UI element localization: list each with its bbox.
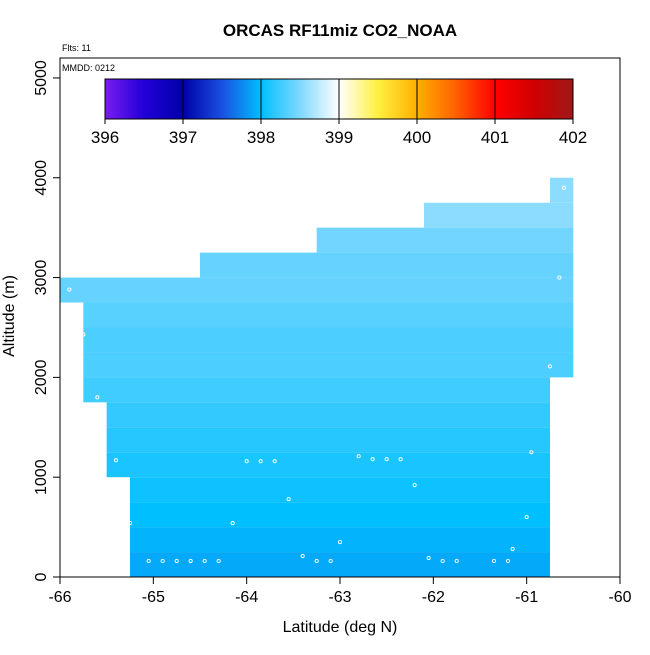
sample-point	[426, 555, 431, 561]
sample-point	[412, 483, 417, 488]
colorbar-tick-label: 402	[559, 128, 587, 147]
colorbar-ticks: 396 397 398 399 400 401 402	[91, 79, 587, 147]
sample-point	[356, 454, 361, 459]
sample-point	[300, 553, 305, 559]
sample-point	[510, 547, 515, 552]
heatmap-cell	[200, 252, 574, 278]
date-annotation: MMDD: 0212	[62, 63, 115, 73]
heatmap-cell	[130, 527, 550, 553]
heatmap-cell	[130, 552, 550, 577]
heatmap-cells	[60, 177, 574, 577]
sample-point	[454, 558, 459, 564]
sample-point	[384, 457, 389, 462]
y-tick-label: 2000	[33, 359, 50, 395]
sample-points	[67, 185, 567, 564]
sample-point	[146, 558, 151, 564]
x-tick-label: -64	[235, 589, 258, 606]
colorbar-tick-label: 398	[247, 128, 275, 147]
colorbar: 396 397 398 399 400 401 402	[91, 78, 587, 147]
heatmap-cell	[106, 427, 551, 453]
sample-point	[561, 185, 567, 190]
sample-point	[491, 558, 497, 564]
x-tick-label: -61	[515, 589, 538, 606]
sample-point	[286, 497, 291, 502]
flights-annotation: Flts: 11	[62, 43, 91, 53]
sample-point	[557, 275, 562, 280]
sample-point	[113, 458, 119, 463]
y-tick-label: 4000	[33, 160, 50, 196]
x-tick-label: -66	[48, 589, 71, 606]
heatmap-cell	[130, 477, 550, 503]
sample-point	[160, 558, 165, 564]
sample-point	[174, 558, 179, 564]
y-tick-label: 3000	[33, 260, 50, 296]
sample-point	[547, 364, 553, 369]
sample-point	[370, 457, 375, 462]
y-axis: 0 1000 2000 3000 4000 5000	[33, 60, 60, 581]
heatmap-cell	[83, 352, 574, 378]
chart-title: ORCAS RF11miz CO2_NOAA	[223, 21, 457, 40]
sample-point	[216, 558, 221, 564]
sample-point	[258, 459, 263, 464]
sample-point	[67, 287, 72, 292]
sample-point	[127, 521, 133, 526]
colorbar-tick-label: 401	[481, 128, 509, 147]
sample-point	[524, 515, 529, 520]
heatmap-cell	[106, 402, 551, 428]
sample-point	[314, 558, 319, 564]
heatmap-cell	[550, 177, 574, 203]
sample-point	[337, 540, 343, 545]
sample-point	[505, 558, 511, 564]
sample-point	[230, 521, 235, 526]
sample-point	[272, 459, 277, 464]
heatmap-cell	[83, 377, 550, 403]
heatmap-cell	[60, 277, 574, 303]
sample-point	[81, 332, 86, 337]
y-axis-label: Altitude (m)	[1, 275, 18, 357]
sample-point	[244, 459, 249, 464]
heatmap-cell	[424, 202, 574, 228]
heatmap-cell	[130, 502, 550, 528]
colorbar-tick-label: 399	[325, 128, 353, 147]
colorbar-tick-label: 396	[91, 128, 119, 147]
sample-point	[202, 558, 207, 564]
x-axis-label: Latitude (deg N)	[283, 619, 398, 636]
heatmap-cell	[316, 227, 574, 253]
x-tick-label: -63	[328, 589, 351, 606]
x-tick-label: -62	[422, 589, 445, 606]
sample-point	[440, 558, 445, 564]
y-tick-label: 0	[33, 572, 50, 581]
x-tick-label: -65	[142, 589, 165, 606]
sample-point	[328, 558, 333, 564]
sample-point	[188, 558, 193, 564]
x-axis: -66 -65 -64 -63 -62 -61 -60	[48, 577, 632, 606]
heatmap-cell	[83, 302, 574, 328]
sample-point	[398, 457, 403, 462]
sample-point	[95, 395, 100, 400]
sample-point	[529, 450, 534, 455]
y-tick-label: 5000	[33, 60, 50, 96]
heatmap-cell	[83, 327, 574, 353]
colorbar-tick-label: 400	[403, 128, 431, 147]
x-tick-label: -60	[608, 589, 631, 606]
heatmap-cell	[106, 452, 551, 478]
y-tick-label: 1000	[33, 459, 50, 495]
colorbar-tick-label: 397	[169, 128, 197, 147]
